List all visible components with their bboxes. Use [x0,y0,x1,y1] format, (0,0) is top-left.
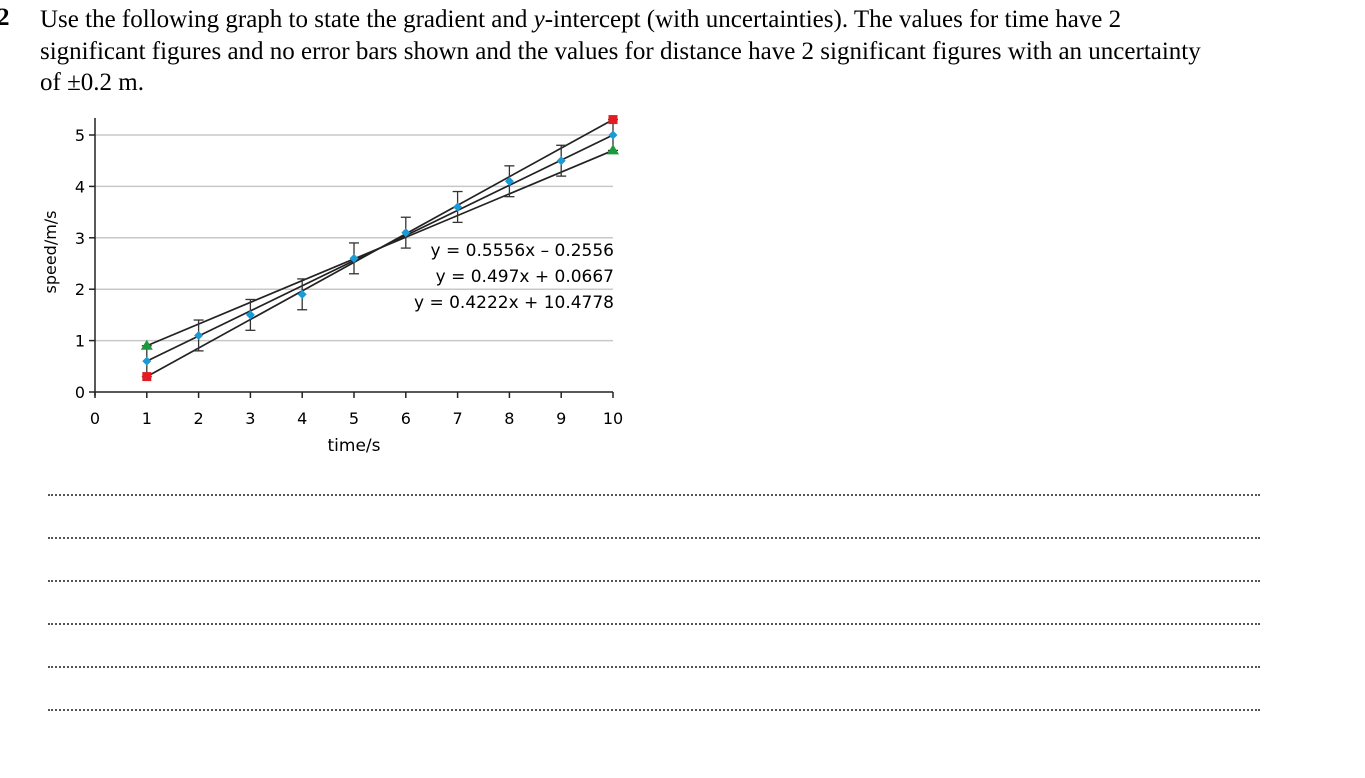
question-text-part-1: Use the following graph to state the gra… [40,6,534,33]
x-tick-label-6: 6 [401,409,411,428]
data-points [140,115,619,382]
min-slope-marker-2 [607,144,619,155]
question-text-variable: y [533,6,545,33]
answer-line-6 [48,709,1260,711]
line-equations: y = 0.5556x – 0.2556 y = 0.497x + 0.0667 y… [414,241,614,313]
y-tick-label-1: 1 [75,332,85,351]
data-point-9 [556,156,566,166]
question-number: 2 [0,4,10,31]
data-point-2 [194,330,204,340]
x-tick-label-2: 2 [194,409,204,428]
data-point-5 [349,253,359,263]
data-point-1 [142,356,152,366]
x-tick-label-7: 7 [453,409,463,428]
y-tick-label-2: 2 [75,280,85,299]
data-point-10 [608,130,618,140]
fit-line-3 [146,149,614,347]
best-fit-lines [146,118,614,378]
answer-line-4 [48,623,1260,625]
answer-line-3 [48,580,1260,582]
x-tick-label-0: 0 [90,409,100,428]
question-text-part-2: -intercept (with uncertainties). The val… [40,6,1201,96]
x-tick-label-1: 1 [142,409,152,428]
x-tick-label-10: 10 [603,409,623,428]
y-tick-label-3: 3 [75,229,85,248]
data-point-8 [504,176,514,186]
x-tick-label-9: 9 [556,409,566,428]
max-slope-marker-2 [608,115,618,125]
data-point-6 [401,228,411,238]
max-slope-marker-1 [142,372,152,382]
question-text: Use the following graph to state the gra… [40,4,1210,99]
tick-labels: 0 1 2 3 4 5 0 1 2 3 4 5 6 7 8 9 10 [75,126,623,428]
data-point-3 [245,310,255,320]
x-tick-label-3: 3 [245,409,255,428]
y-tick-label-5: 5 [75,126,85,145]
y-tick-label-0: 0 [75,383,85,402]
data-point-7 [453,202,463,212]
equation-3: y = 0.4222x + 10.4778 [414,293,614,313]
x-axis-label: time/s [328,436,381,456]
min-slope-marker-1 [140,339,153,350]
axes [89,118,614,398]
answer-line-5 [48,666,1260,668]
answer-line-2 [48,537,1260,539]
y-axis-label: speed/m/s [41,210,60,293]
x-tick-label-5: 5 [349,409,359,428]
answer-line-1 [48,494,1260,496]
equation-1: y = 0.5556x – 0.2556 [431,241,614,261]
equation-2: y = 0.497x + 0.0667 [436,267,614,287]
x-tick-label-4: 4 [297,409,307,428]
x-tick-label-8: 8 [504,409,514,428]
data-point-4 [297,289,307,299]
y-tick-label-4: 4 [75,177,85,196]
